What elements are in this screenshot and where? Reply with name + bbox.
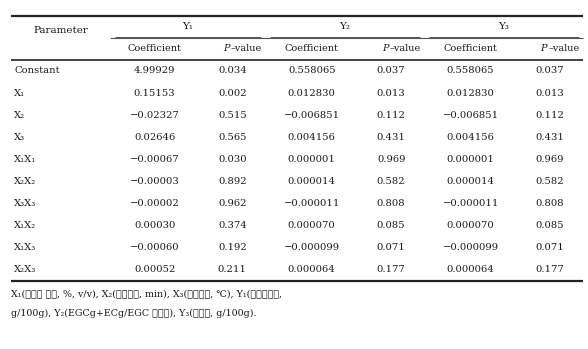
Text: 0.962: 0.962 — [218, 199, 246, 208]
Text: 0.037: 0.037 — [536, 66, 564, 75]
Text: 0.515: 0.515 — [218, 111, 246, 120]
Text: −0.006851: −0.006851 — [443, 111, 499, 120]
Text: X₂: X₂ — [14, 111, 25, 120]
Text: −0.000011: −0.000011 — [442, 199, 499, 208]
Text: −0.00003: −0.00003 — [130, 177, 179, 186]
Text: 0.969: 0.969 — [377, 155, 405, 164]
Text: 0.012830: 0.012830 — [447, 89, 495, 98]
Text: −0.02327: −0.02327 — [130, 111, 179, 120]
Text: 0.582: 0.582 — [536, 177, 564, 186]
Text: 0.000070: 0.000070 — [447, 221, 495, 230]
Text: 0.02646: 0.02646 — [134, 133, 175, 142]
Text: g/100g), Y₂(EGCg+ECg/EGC 함량비), Y₃(카페인, g/100g).: g/100g), Y₂(EGCg+ECg/EGC 함량비), Y₃(카페인, g… — [11, 309, 256, 318]
Text: X₃: X₃ — [14, 133, 25, 142]
Text: −0.00067: −0.00067 — [130, 155, 179, 164]
Text: 0.15153: 0.15153 — [134, 89, 175, 98]
Text: 0.211: 0.211 — [218, 265, 247, 274]
Text: 0.037: 0.037 — [377, 66, 406, 75]
Text: P: P — [382, 44, 388, 53]
Text: 0.00030: 0.00030 — [134, 221, 175, 230]
Text: Coefficient: Coefficient — [285, 44, 339, 53]
Text: Constant: Constant — [14, 66, 60, 75]
Text: 0.004156: 0.004156 — [447, 133, 495, 142]
Text: −0.00060: −0.00060 — [130, 243, 179, 252]
Text: X₁X₃: X₁X₃ — [14, 243, 36, 252]
Text: X₂X₃: X₂X₃ — [14, 265, 36, 274]
Text: X₁(에탄올 농도, %, v/v), X₂(추출시간, min), X₃(추출온도, ℃), Y₁(총폴리페놀,: X₁(에탄올 농도, %, v/v), X₂(추출시간, min), X₃(추출… — [11, 290, 282, 299]
Text: −0.00002: −0.00002 — [130, 199, 179, 208]
Text: 0.192: 0.192 — [218, 243, 246, 252]
Text: P: P — [223, 44, 229, 53]
Text: X₁X₂: X₁X₂ — [14, 221, 36, 230]
Text: 0.558065: 0.558065 — [288, 66, 336, 75]
Text: 0.565: 0.565 — [218, 133, 246, 142]
Text: 0.431: 0.431 — [536, 133, 564, 142]
Text: 0.071: 0.071 — [536, 243, 564, 252]
Text: 0.034: 0.034 — [218, 66, 246, 75]
Text: X₃X₃: X₃X₃ — [14, 199, 36, 208]
Text: 0.969: 0.969 — [536, 155, 564, 164]
Text: 0.071: 0.071 — [377, 243, 406, 252]
Text: 0.112: 0.112 — [536, 111, 564, 120]
Text: 0.892: 0.892 — [218, 177, 246, 186]
Text: 0.558065: 0.558065 — [447, 66, 495, 75]
Text: 0.004156: 0.004156 — [288, 133, 336, 142]
Text: X₁: X₁ — [14, 89, 25, 98]
Text: −0.006851: −0.006851 — [283, 111, 340, 120]
Text: P: P — [540, 44, 547, 53]
Text: −0.000099: −0.000099 — [283, 243, 340, 252]
Text: 0.177: 0.177 — [536, 265, 564, 274]
Text: 0.085: 0.085 — [377, 221, 406, 230]
Text: 0.000064: 0.000064 — [447, 265, 495, 274]
Text: Y₂: Y₂ — [339, 22, 350, 31]
Text: 0.808: 0.808 — [377, 199, 406, 208]
Text: –value: –value — [389, 44, 420, 53]
Text: Y₁: Y₁ — [182, 22, 193, 31]
Text: Coefficient: Coefficient — [128, 44, 182, 53]
Text: Y₃: Y₃ — [499, 22, 509, 31]
Text: X₂X₂: X₂X₂ — [14, 177, 36, 186]
Text: 0.808: 0.808 — [536, 199, 564, 208]
Text: 0.374: 0.374 — [218, 221, 246, 230]
Text: 0.000064: 0.000064 — [288, 265, 336, 274]
Text: −0.000011: −0.000011 — [283, 199, 340, 208]
Text: 0.431: 0.431 — [377, 133, 406, 142]
Text: Parameter: Parameter — [33, 25, 88, 35]
Text: 0.000001: 0.000001 — [288, 155, 336, 164]
Text: 0.000001: 0.000001 — [447, 155, 495, 164]
Text: X₁X₁: X₁X₁ — [14, 155, 36, 164]
Text: Coefficient: Coefficient — [444, 44, 497, 53]
Text: 0.002: 0.002 — [218, 89, 246, 98]
Text: –value: –value — [230, 44, 262, 53]
Text: 0.000014: 0.000014 — [288, 177, 336, 186]
Text: 4.99929: 4.99929 — [134, 66, 175, 75]
Text: 0.085: 0.085 — [536, 221, 564, 230]
Text: 0.013: 0.013 — [377, 89, 406, 98]
Text: 0.012830: 0.012830 — [288, 89, 336, 98]
Text: 0.030: 0.030 — [218, 155, 246, 164]
Text: 0.582: 0.582 — [377, 177, 406, 186]
Text: 0.112: 0.112 — [377, 111, 406, 120]
Text: −0.000099: −0.000099 — [443, 243, 499, 252]
Text: 0.177: 0.177 — [377, 265, 406, 274]
Text: 0.000014: 0.000014 — [447, 177, 495, 186]
Text: 0.000070: 0.000070 — [288, 221, 336, 230]
Text: –value: –value — [548, 44, 580, 53]
Text: 0.00052: 0.00052 — [134, 265, 175, 274]
Text: 0.013: 0.013 — [536, 89, 564, 98]
